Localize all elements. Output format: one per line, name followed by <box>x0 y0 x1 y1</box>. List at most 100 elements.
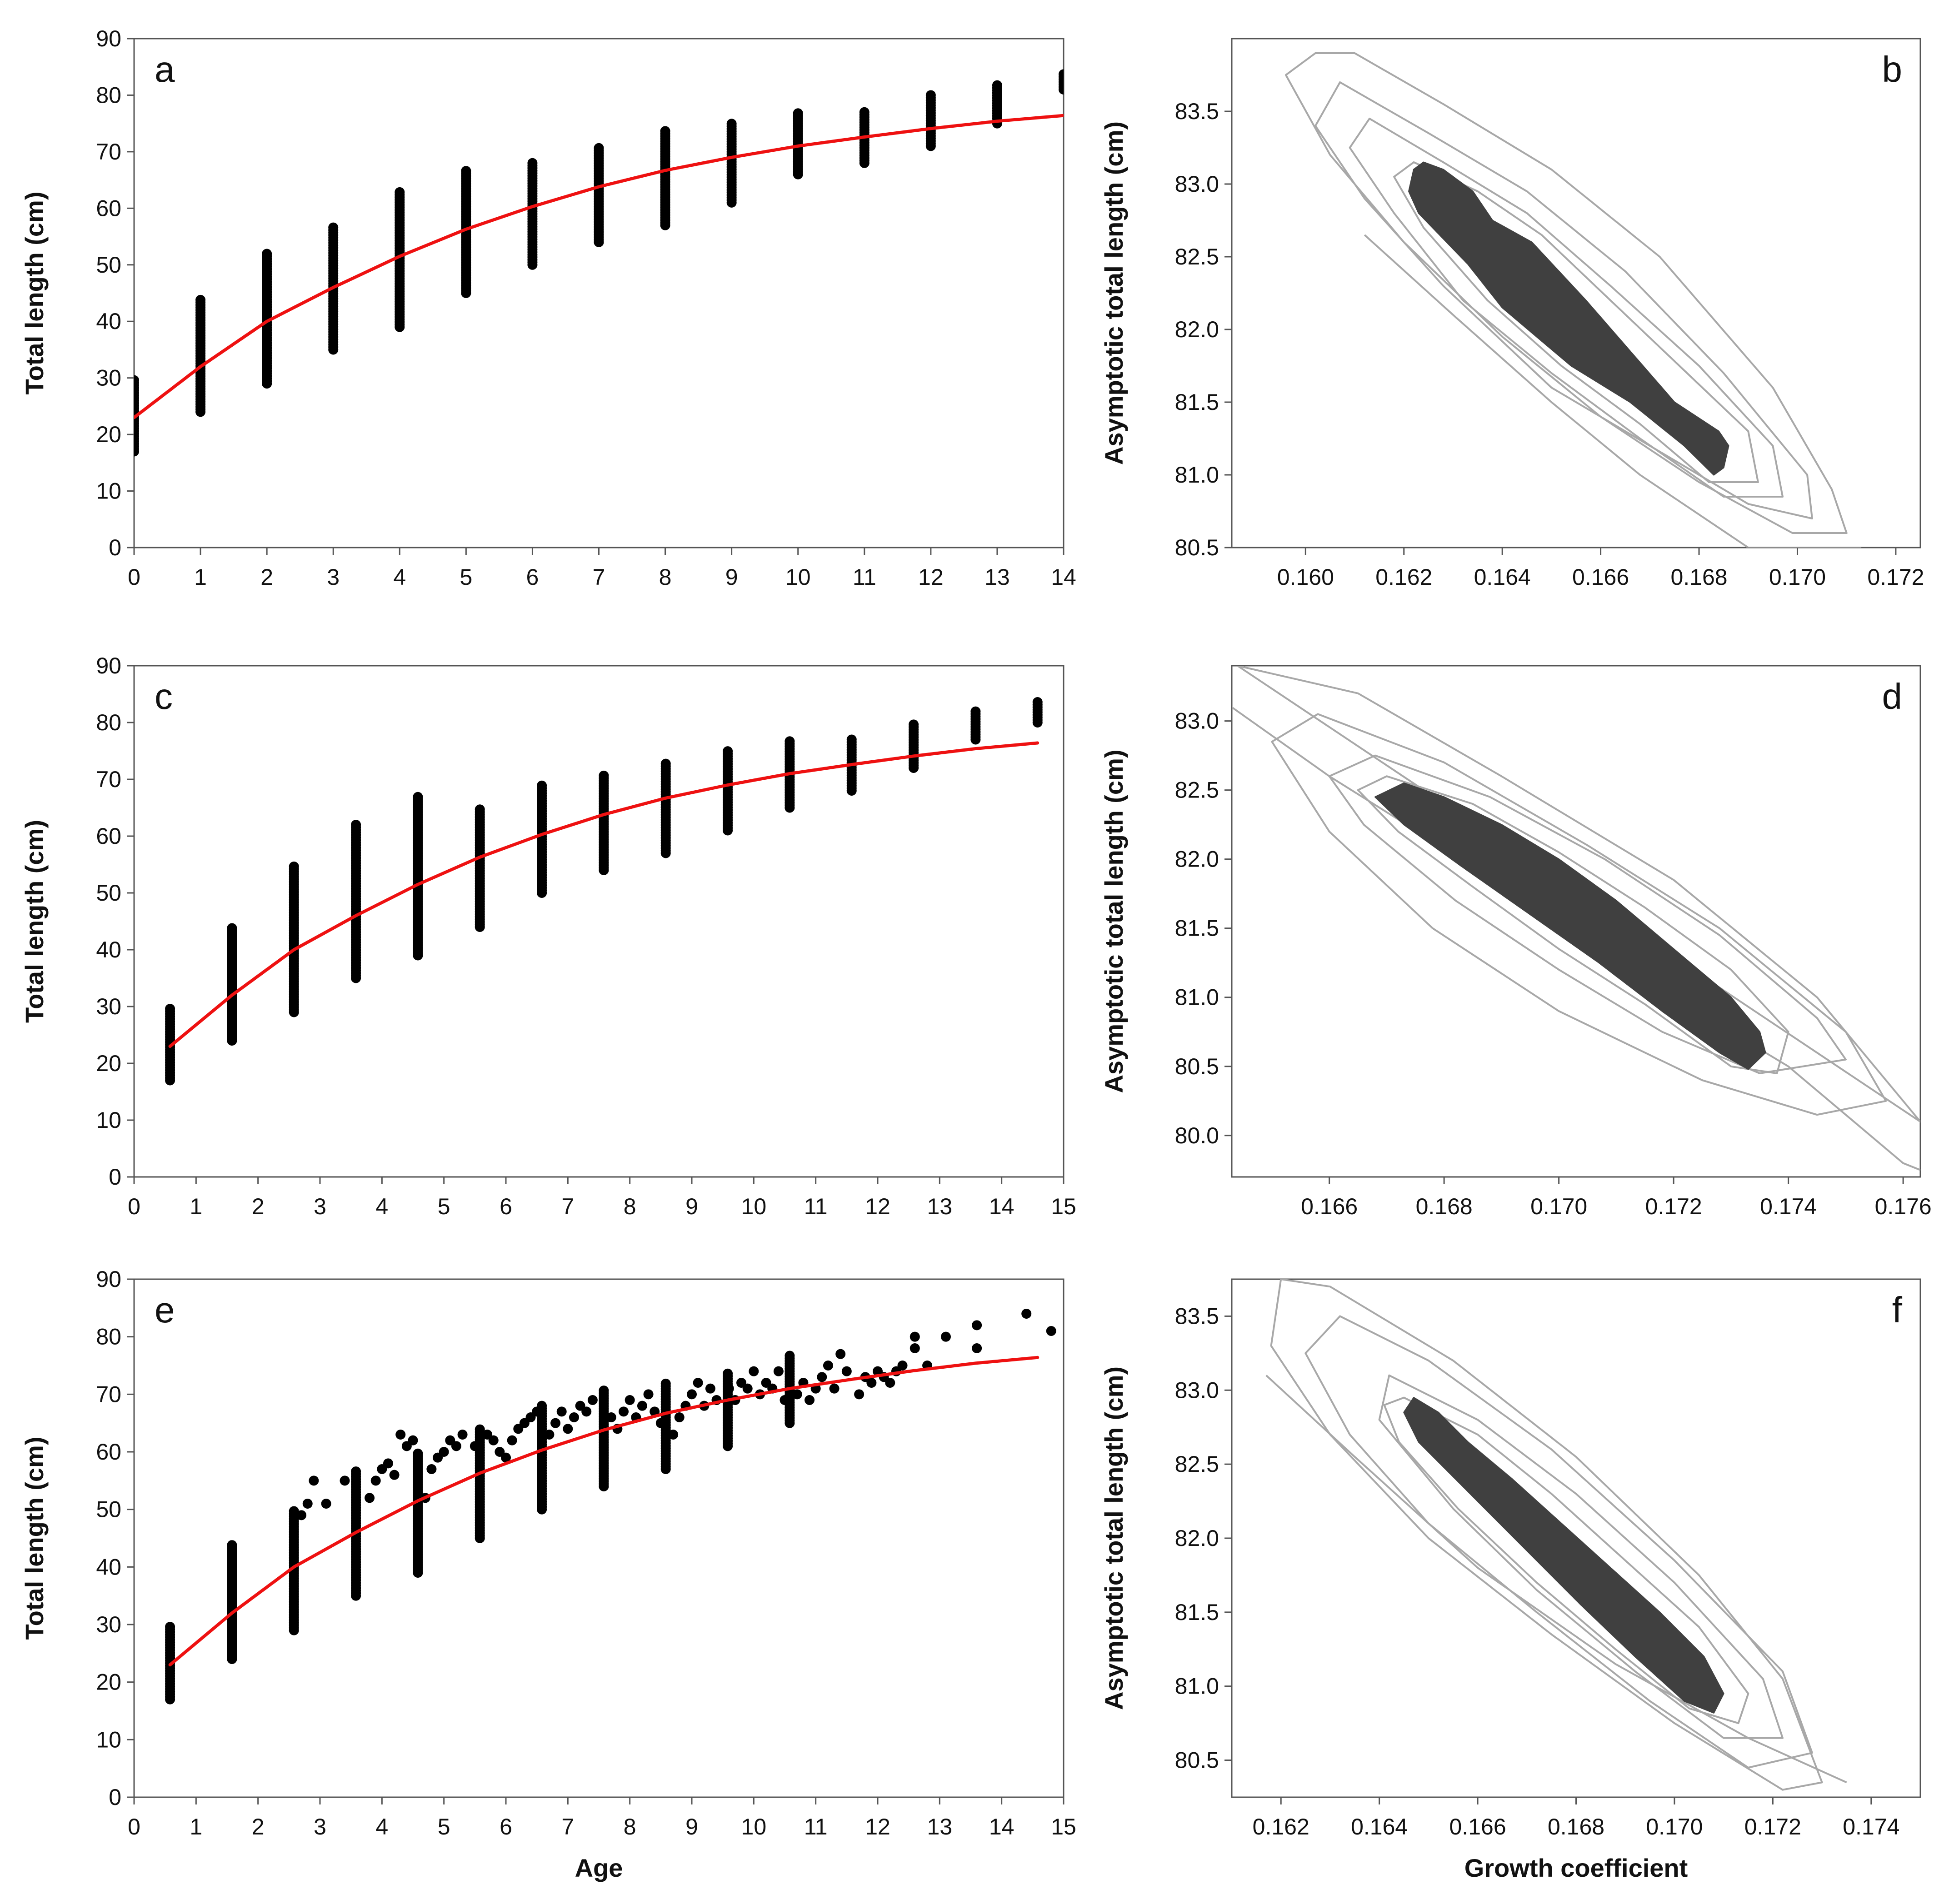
x-tick-label: 8 <box>624 1194 636 1219</box>
panel-label: a <box>155 49 175 90</box>
data-point <box>563 1424 573 1434</box>
data-point <box>724 1383 734 1394</box>
panel-e: 0 1 2 3 4 5 6 7 8 9 10 11 12 13 14 15010203040506070809… <box>20 1266 1076 1882</box>
y-axis-label: Asymptotic total length (cm) <box>1099 749 1128 1093</box>
y-tick-label: 70 <box>96 139 121 164</box>
plot-frame <box>133 665 1064 1178</box>
y-tick-label: 83.0 <box>1175 708 1219 734</box>
x-tick-label: 0.170 <box>1530 1194 1587 1219</box>
data-point <box>227 923 237 933</box>
y-tick-label: 70 <box>96 1381 121 1407</box>
data-point <box>227 1540 237 1550</box>
y-tick-label: 0 <box>109 535 121 560</box>
data-point <box>785 1351 795 1361</box>
data-layer <box>165 1309 1056 1705</box>
data-point <box>321 1499 331 1509</box>
x-tick-label: 0 <box>128 1814 140 1839</box>
y-tick-label: 30 <box>96 365 121 391</box>
data-point <box>383 1458 393 1469</box>
data-point <box>507 1435 517 1445</box>
data-point <box>749 1366 759 1376</box>
x-tick-label: 0.172 <box>1744 1814 1801 1839</box>
y-axis-label: Asymptotic total length (cm) <box>1099 1366 1128 1710</box>
contour-line <box>1314 81 1813 519</box>
data-layer <box>134 69 1064 457</box>
x-tick-label: 0.164 <box>1351 1814 1408 1839</box>
x-tick-label: 0.172 <box>1867 564 1924 590</box>
data-point <box>637 1401 647 1411</box>
x-tick-label: 3 <box>327 564 340 590</box>
data-point <box>972 1320 982 1331</box>
x-tick-label: 2 <box>260 564 273 590</box>
confidence-region-filled <box>1374 782 1766 1070</box>
y-tick-label: 81.0 <box>1175 985 1219 1010</box>
data-layer <box>1232 666 1920 1171</box>
panel-label: b <box>1882 49 1903 90</box>
data-point <box>625 1395 635 1405</box>
data-point <box>439 1447 449 1457</box>
x-tick-label: 0 <box>128 564 140 590</box>
y-tick-label: 20 <box>96 1051 121 1076</box>
data-point <box>389 1470 400 1480</box>
data-point <box>599 770 609 781</box>
data-point <box>475 1424 485 1435</box>
y-tick-label: 83.0 <box>1175 1377 1219 1403</box>
x-tick-label: 6 <box>526 564 539 590</box>
fitted-curve-line <box>168 741 1039 1048</box>
data-point <box>674 1412 685 1422</box>
data-point <box>1032 697 1043 707</box>
x-tick-label: 13 <box>927 1194 953 1219</box>
data-point <box>501 1452 511 1463</box>
x-tick-label: 2 <box>252 1814 265 1839</box>
data-point <box>723 746 733 757</box>
data-point <box>823 1361 833 1371</box>
x-tick-label: 7 <box>561 1194 574 1219</box>
y-tick-label: 30 <box>96 994 121 1019</box>
contour-line <box>1265 1375 1847 1784</box>
x-tick-label: 12 <box>918 564 944 590</box>
data-point <box>742 1383 753 1394</box>
y-tick-label: 90 <box>96 1266 121 1292</box>
data-point <box>606 1412 616 1422</box>
x-tick-label: 8 <box>659 564 672 590</box>
data-point <box>885 1378 895 1388</box>
x-tick-label: 0.168 <box>1416 1194 1473 1219</box>
x-tick-label: 11 <box>804 1194 828 1219</box>
x-tick-label: 7 <box>561 1814 574 1839</box>
x-tick-label: 11 <box>804 1814 828 1839</box>
data-point <box>1059 69 1064 80</box>
panel-label: c <box>155 676 173 717</box>
plot-frame <box>1231 38 1921 548</box>
x-tick-label: 6 <box>500 1194 512 1219</box>
x-tick-label: 9 <box>685 1194 698 1219</box>
y-tick-label: 80.5 <box>1175 1748 1219 1773</box>
y-tick-label: 50 <box>96 252 121 278</box>
data-point <box>660 1378 671 1389</box>
data-point <box>599 1386 609 1396</box>
x-tick-label: 3 <box>314 1194 326 1219</box>
data-point <box>785 736 795 747</box>
y-axis-label: Total length (cm) <box>20 820 49 1023</box>
x-tick-label: 0.170 <box>1769 564 1826 590</box>
confidence-region-filled <box>1403 1397 1724 1714</box>
x-tick-label: 9 <box>725 564 738 590</box>
x-tick-label: 8 <box>624 1814 636 1839</box>
y-axis-label: Total length (cm) <box>20 192 49 395</box>
x-tick-label: 1 <box>190 1194 202 1219</box>
data-point <box>457 1430 468 1440</box>
data-point <box>859 107 870 117</box>
y-tick-label: 81.0 <box>1175 462 1219 488</box>
x-tick-label: 0.176 <box>1875 1194 1932 1219</box>
x-tick-label: 0.166 <box>1572 564 1629 590</box>
data-point <box>395 1430 406 1440</box>
data-layer <box>165 697 1043 1086</box>
data-point <box>910 1343 920 1353</box>
data-point <box>705 1383 715 1394</box>
y-tick-label: 81.5 <box>1175 389 1219 415</box>
data-point <box>408 1435 418 1445</box>
data-point <box>805 1395 815 1405</box>
data-point <box>289 1506 299 1516</box>
data-point <box>351 1466 361 1477</box>
y-tick-label: 80 <box>96 82 121 108</box>
plot-frame <box>133 38 1064 548</box>
